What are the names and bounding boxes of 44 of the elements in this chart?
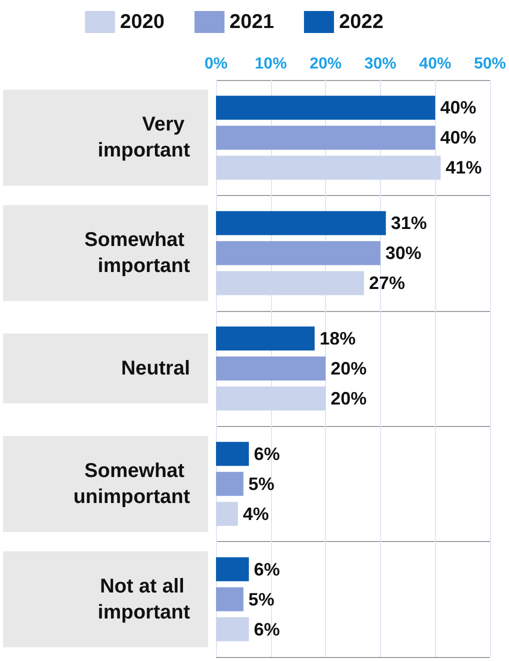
data-label: 6%	[254, 444, 280, 464]
data-label: 6%	[254, 619, 280, 640]
bar	[216, 472, 244, 496]
bar	[216, 587, 244, 612]
bar	[216, 356, 326, 380]
bar	[216, 557, 249, 582]
data-label: 20%	[330, 358, 367, 378]
bar	[216, 271, 364, 296]
legend-label: 2022	[338, 11, 384, 33]
x-tick-label: 40%	[419, 56, 452, 72]
bar	[216, 96, 436, 120]
bar	[216, 442, 249, 466]
data-label: 20%	[330, 388, 367, 408]
x-tick-label: 30%	[364, 56, 396, 72]
legend-label: 2021	[229, 11, 274, 33]
bar	[216, 502, 238, 526]
bar	[216, 211, 386, 236]
data-label: 18%	[320, 328, 356, 348]
y-tick-label: Somewhat important	[84, 229, 190, 278]
legend-label: 2020	[120, 11, 164, 33]
bar	[216, 126, 436, 150]
data-label: 40%	[440, 128, 476, 148]
bar	[216, 386, 326, 410]
data-label: 31%	[390, 213, 427, 234]
x-tick-label: 10%	[254, 56, 287, 72]
data-label: 5%	[248, 474, 274, 494]
y-tick-label: Not at all important	[98, 575, 190, 624]
data-label: 4%	[242, 504, 269, 524]
x-tick-label: 0%	[204, 56, 228, 72]
data-label: 27%	[368, 273, 405, 294]
data-label: 40%	[440, 98, 476, 118]
data-label: 41%	[446, 158, 482, 178]
bar	[216, 326, 315, 350]
bar	[216, 241, 380, 266]
x-tick-label: 20%	[310, 56, 342, 72]
y-tick-label: Neutral	[121, 358, 190, 380]
y-tick-label: Somewhat unimportant	[73, 460, 190, 508]
y-tick-label: Very important	[98, 114, 190, 162]
data-label: 6%	[254, 559, 280, 580]
bar	[216, 156, 441, 180]
x-tick-label: 50%	[474, 56, 506, 72]
bar	[216, 617, 249, 642]
data-label: 5%	[248, 589, 274, 610]
data-label: 30%	[385, 243, 422, 264]
